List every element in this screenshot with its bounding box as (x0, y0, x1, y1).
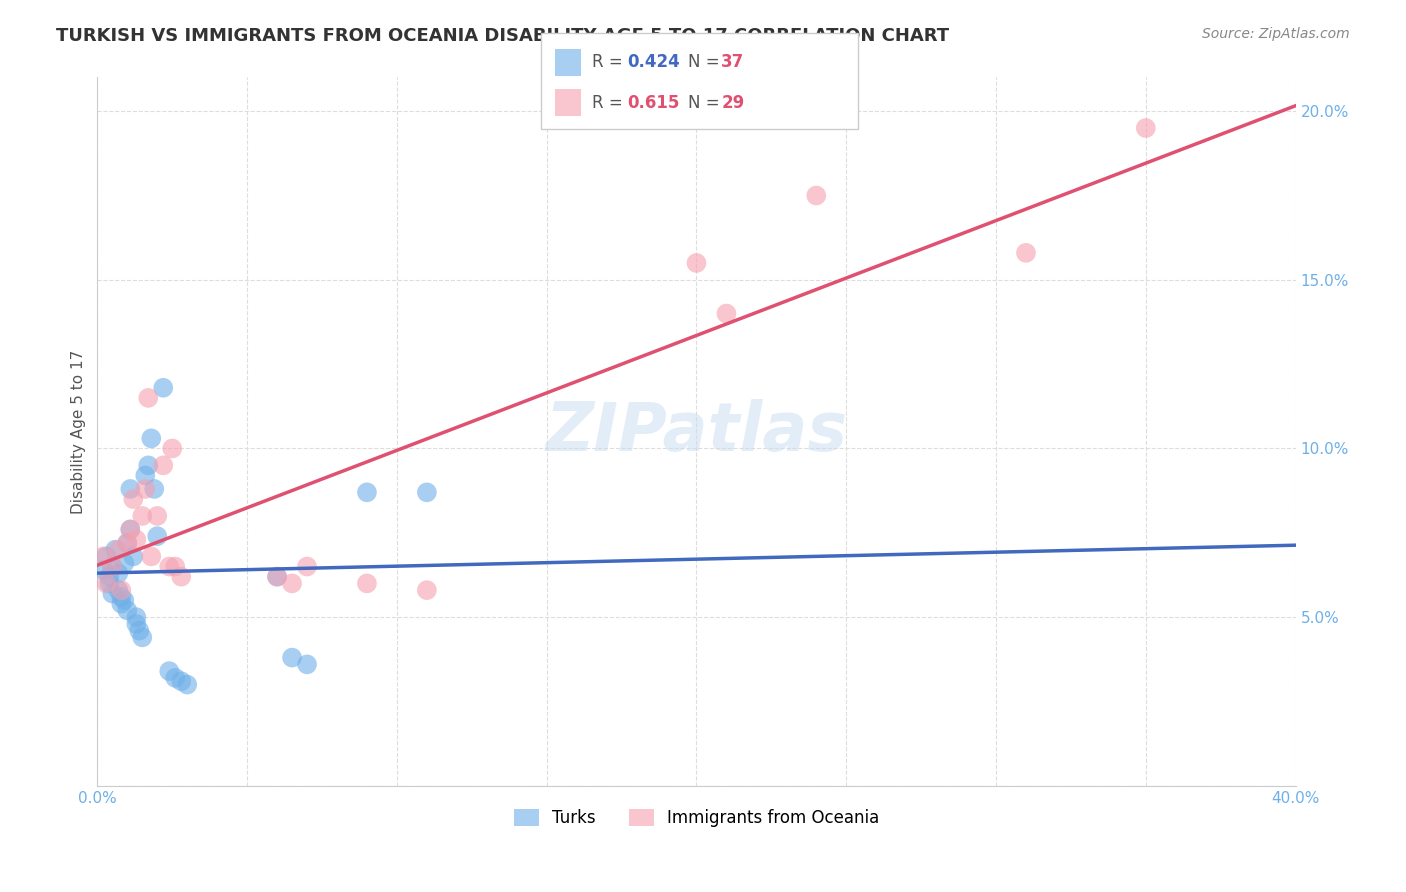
Point (152, 381, 174, 395)
Point (98, 569, 121, 583)
Point (101, 559, 124, 574)
Point (93, 549, 115, 564)
Point (416, 485, 439, 500)
Point (170, 569, 193, 583)
Point (112, 556, 135, 570)
Point (125, 616, 148, 631)
Text: TURKISH VS IMMIGRANTS FROM OCEANIA DISABILITY AGE 5 TO 17 CORRELATION CHART: TURKISH VS IMMIGRANTS FROM OCEANIA DISAB… (56, 27, 949, 45)
Point (416, 583, 439, 598)
Point (281, 650, 304, 665)
Point (685, 256, 707, 270)
Point (107, 583, 129, 598)
Text: ZIPatlas: ZIPatlas (546, 399, 848, 465)
Point (110, 590, 132, 604)
Point (110, 597, 132, 611)
Point (141, 549, 163, 564)
Point (104, 542, 127, 557)
Point (107, 542, 129, 557)
Point (134, 482, 156, 496)
Point (134, 468, 156, 483)
Point (157, 664, 180, 678)
Point (122, 549, 145, 564)
Point (101, 586, 124, 600)
Point (117, 536, 139, 550)
Text: R =: R = (592, 94, 628, 112)
Point (146, 508, 169, 523)
Point (141, 431, 163, 445)
Point (356, 576, 378, 591)
Text: 0.424: 0.424 (627, 54, 681, 71)
Point (125, 610, 148, 624)
Point (716, 307, 738, 321)
Point (281, 576, 304, 591)
Point (146, 529, 169, 543)
Point (98, 576, 121, 591)
Point (120, 523, 142, 537)
Text: Source: ZipAtlas.com: Source: ZipAtlas.com (1202, 27, 1350, 41)
Point (136, 458, 159, 473)
Point (157, 559, 180, 574)
Point (176, 677, 198, 691)
Point (131, 508, 153, 523)
Point (107, 566, 129, 581)
Point (128, 624, 150, 638)
Text: 0.615: 0.615 (627, 94, 679, 112)
Point (143, 482, 166, 496)
Point (165, 559, 187, 574)
Text: N =: N = (688, 94, 724, 112)
Point (165, 671, 187, 685)
Legend: Turks, Immigrants from Oceania: Turks, Immigrants from Oceania (508, 803, 886, 834)
Point (131, 631, 153, 645)
Text: N =: N = (688, 54, 724, 71)
Point (136, 391, 159, 405)
Point (96, 576, 118, 591)
Point (266, 569, 288, 583)
Point (120, 482, 142, 496)
Point (117, 603, 139, 617)
Point (96, 549, 118, 564)
Text: 29: 29 (721, 94, 745, 112)
Point (806, 188, 828, 202)
Point (356, 485, 378, 500)
Text: 37: 37 (721, 54, 745, 71)
Y-axis label: Disability Age 5 to 17: Disability Age 5 to 17 (72, 350, 86, 514)
Point (110, 583, 132, 598)
Point (122, 492, 145, 507)
Point (117, 536, 139, 550)
Point (1015, 245, 1038, 260)
Point (120, 523, 142, 537)
Point (295, 657, 318, 672)
Point (170, 674, 193, 689)
Point (1135, 121, 1157, 136)
Point (101, 559, 124, 574)
Point (125, 533, 148, 547)
Point (295, 559, 318, 574)
Point (112, 593, 135, 607)
Point (266, 569, 288, 583)
Text: R =: R = (592, 54, 628, 71)
Point (162, 442, 184, 456)
Point (93, 563, 115, 577)
Point (152, 458, 174, 473)
